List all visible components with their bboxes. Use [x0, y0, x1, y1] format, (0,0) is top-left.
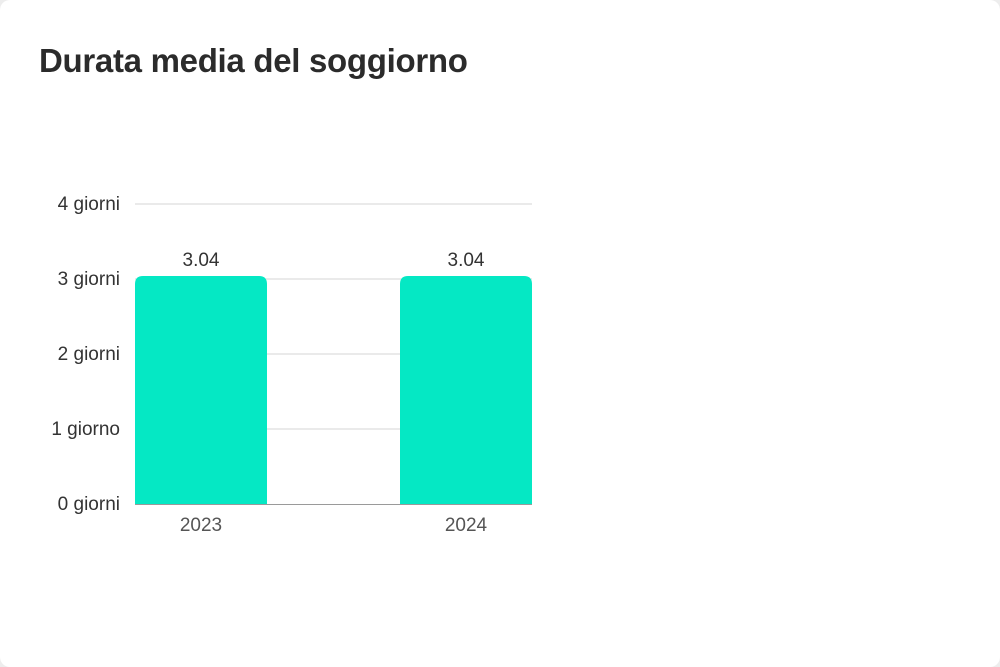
bar-2023 [135, 276, 267, 504]
y-tick-label: 3 giorni [58, 269, 120, 290]
bars [135, 276, 532, 504]
bar-value-label: 3.04 [183, 250, 220, 271]
y-tick-label: 2 giorni [58, 344, 120, 365]
y-tick-label: 1 giorno [51, 419, 120, 440]
bar-value-labels: 3.04 3.04 [183, 250, 485, 271]
bar-value-label: 3.04 [448, 250, 485, 271]
bar-2024 [400, 276, 532, 504]
x-tick-label: 2023 [180, 515, 222, 536]
y-tick-label: 4 giorni [58, 194, 120, 215]
x-axis-tick-labels: 2023 2024 [180, 515, 488, 536]
x-tick-label: 2024 [445, 515, 488, 536]
y-tick-label: 0 giorni [58, 494, 120, 515]
chart-title: Durata media del soggiorno [39, 42, 468, 79]
y-axis-tick-labels: 0 giorni 1 giorno 2 giorni 3 giorni 4 giorni [51, 194, 120, 515]
